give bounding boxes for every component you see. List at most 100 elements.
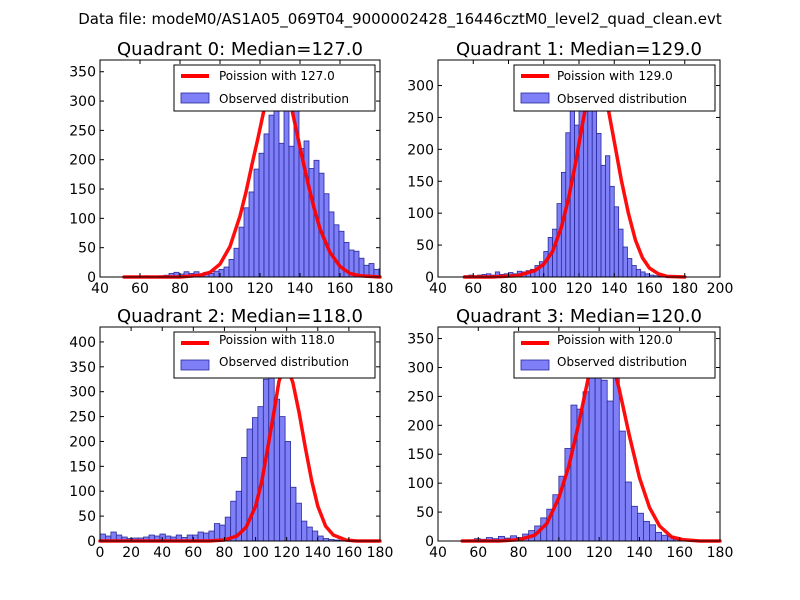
histogram-bar bbox=[228, 259, 235, 278]
x-tick-label: 160 bbox=[666, 545, 693, 561]
x-tick-label: 120 bbox=[273, 545, 300, 561]
x-tick-label: 60 bbox=[469, 545, 487, 561]
histogram-bar bbox=[284, 441, 291, 542]
panel-title: Quadrant 2: Median=118.0 bbox=[117, 306, 363, 327]
x-tick-label: 80 bbox=[500, 281, 518, 297]
y-tick-label: 300 bbox=[407, 360, 434, 376]
x-tick-label: 40 bbox=[153, 545, 171, 561]
histogram-bar bbox=[600, 164, 606, 278]
y-tick-label: 250 bbox=[407, 110, 434, 126]
histogram-bar bbox=[618, 430, 626, 542]
histogram-bar bbox=[268, 114, 275, 278]
y-tick-label: 200 bbox=[69, 434, 96, 450]
histogram-bar bbox=[643, 520, 650, 542]
axes-frame bbox=[99, 59, 381, 278]
histogram-bar bbox=[570, 404, 578, 542]
legend-label-poisson: Poission with 127.0 bbox=[219, 69, 335, 83]
plot-area: 40 60 80 100 120 140 160 180 0 50 100 150 200 250 300 3… bbox=[407, 326, 734, 561]
histogram-bar bbox=[328, 211, 335, 278]
x-tick-label: 80 bbox=[510, 545, 528, 561]
legend-label-observed: Observed distribution bbox=[219, 92, 349, 106]
legend-swatch-observed bbox=[180, 92, 210, 104]
plot-area: 40 60 80 100 120 140 160 180 0 50 100 150 200 250 300 3… bbox=[69, 59, 393, 297]
histogram-bar bbox=[618, 228, 624, 278]
x-tick-label: 120 bbox=[566, 281, 593, 297]
histogram-bar bbox=[238, 226, 245, 278]
x-tick-label: 80 bbox=[216, 545, 234, 561]
x-tick-label: 60 bbox=[184, 545, 202, 561]
plot-area: 40 60 80 100 120 140 160 180 200 0 50 100 150 200 250 3… bbox=[407, 59, 733, 297]
x-tick-label: 20 bbox=[122, 545, 140, 561]
x-tick-label: 140 bbox=[287, 281, 314, 297]
y-tick-label: 300 bbox=[407, 79, 434, 95]
histogram-bar bbox=[661, 534, 669, 542]
x-tick-label: 180 bbox=[707, 545, 734, 561]
legend-swatch-observed bbox=[520, 359, 550, 371]
histogram-bar bbox=[279, 416, 286, 542]
x-tick-label: 40 bbox=[429, 545, 447, 561]
y-tick-label: 400 bbox=[69, 335, 96, 351]
y-tick-label: 50 bbox=[416, 238, 434, 254]
histogram-bar bbox=[333, 224, 340, 278]
legend-label-poisson: Poission with 118.0 bbox=[219, 333, 335, 347]
x-tick-label: 120 bbox=[586, 545, 613, 561]
y-tick-label: 200 bbox=[407, 142, 434, 158]
legend-label-observed: Observed distribution bbox=[557, 355, 687, 369]
y-tick-label: 50 bbox=[78, 509, 96, 525]
y-tick-label: 150 bbox=[407, 174, 434, 190]
legend-label-poisson: Poission with 120.0 bbox=[557, 333, 673, 347]
histogram-bar bbox=[613, 206, 620, 278]
quadrant-0-panel: Quadrant 0: Median=127.0 40 60 80 100 120 140… bbox=[69, 39, 393, 297]
x-tick-label: 180 bbox=[671, 281, 698, 297]
figure-title: Data file: modeM0/AS1A05_069T04_90000024… bbox=[78, 10, 722, 29]
y-tick-label: 150 bbox=[69, 182, 96, 198]
x-tick-label: 160 bbox=[336, 545, 363, 561]
histogram-bar bbox=[258, 152, 265, 278]
legend-label-observed: Observed distribution bbox=[219, 355, 349, 369]
histogram-bar bbox=[323, 193, 330, 278]
histogram-bar bbox=[252, 417, 259, 542]
y-tick-label: 0 bbox=[87, 534, 96, 550]
histogram-bar bbox=[213, 523, 221, 542]
x-tick-label: 60 bbox=[464, 281, 482, 297]
y-tick-label: 300 bbox=[69, 385, 96, 401]
histogram-bar bbox=[606, 400, 614, 542]
histogram-bar bbox=[301, 520, 308, 542]
x-tick-label: 0 bbox=[96, 545, 105, 561]
histogram-bar bbox=[311, 530, 319, 542]
histogram-bar bbox=[624, 481, 632, 542]
x-tick-label: 40 bbox=[429, 281, 447, 297]
histogram-bar bbox=[582, 391, 590, 542]
x-tick-label: 100 bbox=[207, 281, 234, 297]
y-tick-label: 350 bbox=[69, 65, 96, 81]
legend-label-observed: Observed distribution bbox=[557, 92, 687, 106]
quadrant-3-panel: Quadrant 3: Median=120.0 40 60 80 100 120 140… bbox=[407, 306, 733, 561]
y-tick-label: 100 bbox=[69, 211, 96, 227]
y-tick-label: 300 bbox=[69, 94, 96, 110]
histogram-bar bbox=[605, 155, 611, 278]
y-tick-label: 100 bbox=[69, 484, 96, 500]
y-tick-label: 50 bbox=[416, 505, 434, 521]
histogram-bar bbox=[630, 505, 638, 542]
x-tick-label: 100 bbox=[530, 281, 557, 297]
histogram-bar bbox=[622, 246, 628, 278]
y-tick-label: 250 bbox=[69, 410, 96, 426]
histogram-bar bbox=[627, 258, 633, 278]
x-tick-label: 120 bbox=[247, 281, 274, 297]
quadrant-2-panel: Quadrant 2: Median=118.0 0 20 40 60 80 100 120… bbox=[69, 306, 393, 561]
histogram-bar bbox=[635, 268, 642, 278]
histogram-bar bbox=[263, 133, 270, 278]
x-tick-label: 40 bbox=[91, 281, 109, 297]
y-tick-label: 150 bbox=[407, 447, 434, 463]
x-tick-label: 180 bbox=[367, 545, 394, 561]
y-tick-label: 0 bbox=[425, 534, 434, 550]
histogram-bar bbox=[612, 377, 620, 542]
histogram-bar bbox=[649, 524, 656, 542]
y-tick-label: 350 bbox=[407, 332, 434, 348]
x-tick-label: 60 bbox=[131, 281, 149, 297]
histogram-bar bbox=[278, 142, 285, 278]
histogram-bar bbox=[655, 531, 662, 542]
y-tick-label: 200 bbox=[69, 153, 96, 169]
panel-title: Quadrant 1: Median=129.0 bbox=[456, 39, 702, 60]
x-tick-label: 140 bbox=[626, 545, 653, 561]
